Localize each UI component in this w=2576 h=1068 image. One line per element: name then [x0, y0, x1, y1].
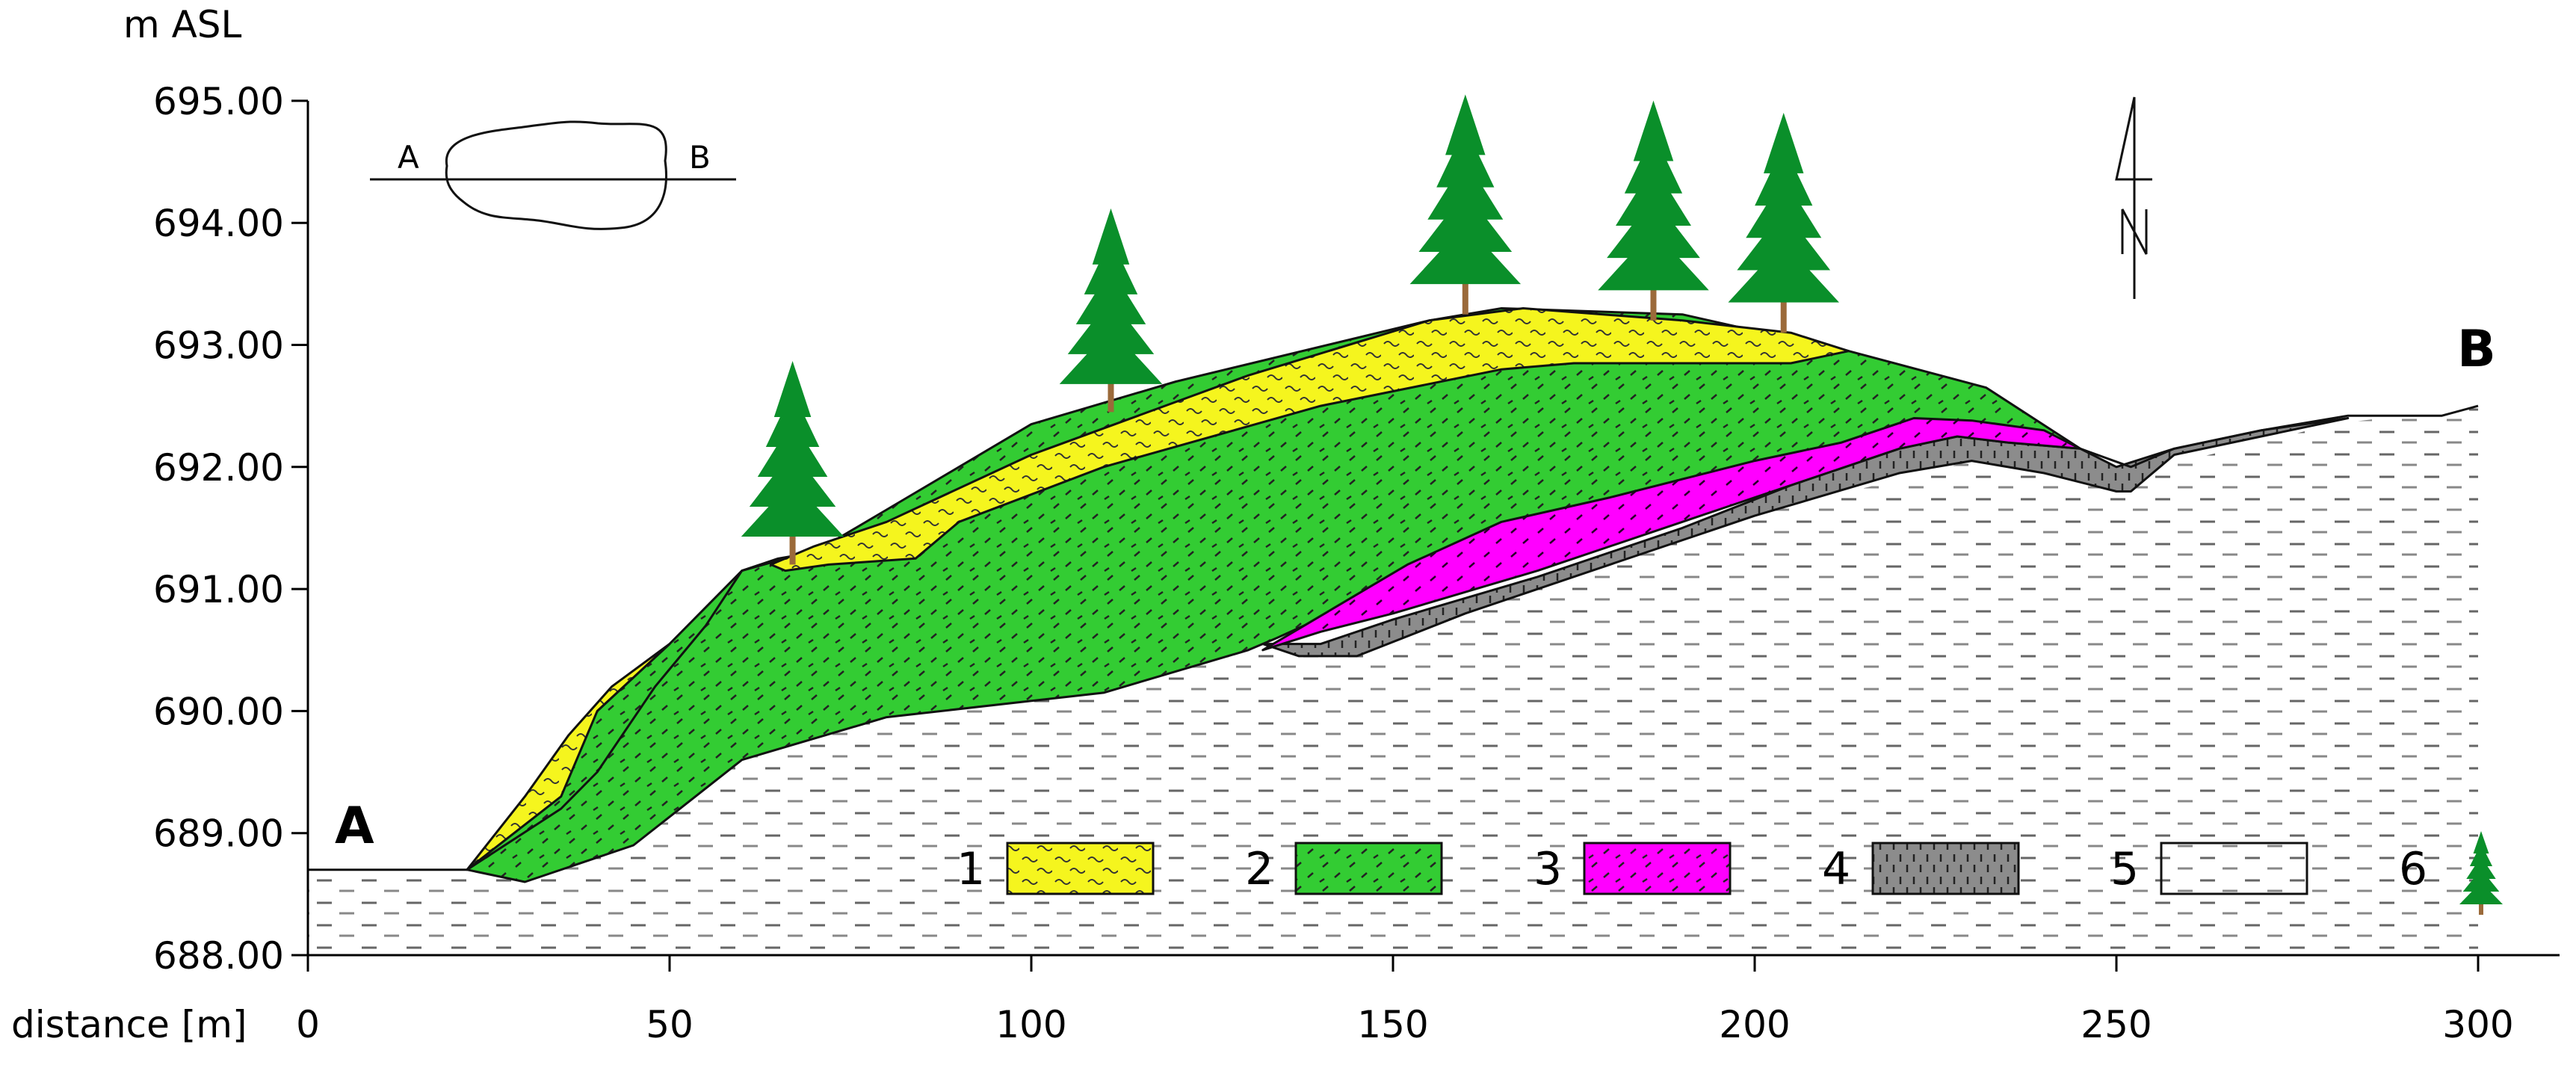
legend-number: 1	[957, 843, 985, 895]
x-tick-label: 300	[2442, 1003, 2513, 1046]
tree-icon	[1409, 94, 1522, 315]
profile-start-label: A	[335, 797, 374, 856]
legend-item-5: 5	[2110, 842, 2308, 895]
y-tick-label: 691.00	[153, 568, 284, 611]
legend: 1 2 3 4 5 6	[957, 831, 2503, 915]
legend-item-3: 3	[1533, 842, 1732, 895]
legend-number: 5	[2110, 843, 2139, 895]
y-tick-label: 692.00	[153, 446, 284, 490]
tree-icon	[1598, 100, 1709, 321]
axes-group: 695.00 694.00 693.00 692.00 691.00 690.00 689.…	[153, 80, 2560, 1046]
x-tick-label: 50	[646, 1003, 694, 1046]
x-tick-label: 150	[1357, 1003, 1428, 1046]
x-axis-title: distance [m]	[11, 1003, 247, 1046]
profile-end-label: B	[2457, 320, 2496, 379]
tree-icon	[1728, 112, 1839, 333]
north-arrow-icon	[2115, 96, 2152, 299]
legend-number: 3	[1533, 843, 1562, 895]
legend-item-1: 1	[957, 842, 1155, 895]
legend-swatch-pattern	[1583, 842, 1732, 895]
bedrock-layer	[308, 406, 2478, 955]
legend-number: 4	[1822, 843, 1850, 895]
x-tick-label: 200	[1719, 1003, 1790, 1046]
legend-item-2: 2	[1245, 842, 1443, 895]
y-tick-label: 690.00	[153, 690, 284, 733]
y-tick-label: 694.00	[153, 202, 284, 245]
y-tick-label: 688.00	[153, 934, 284, 978]
x-tick-label: 250	[2081, 1003, 2152, 1046]
y-axis-unit: m ASL	[123, 3, 242, 46]
legend-number: 6	[2399, 843, 2427, 895]
tree-icon	[1059, 208, 1163, 413]
layer-1-pattern	[770, 307, 1850, 572]
y-tick-label: 693.00	[153, 324, 284, 368]
lake-outline	[445, 120, 667, 230]
layer-1-pattern	[466, 643, 671, 871]
layer-4-pattern	[1261, 417, 2350, 658]
legend-item-4: 4	[1822, 842, 2020, 895]
legend-number: 2	[1245, 843, 1273, 895]
y-tick-label: 695.00	[153, 80, 284, 123]
legend-item-6: 6	[2399, 831, 2503, 915]
layer-boundary	[466, 557, 786, 871]
inset-label-a: A	[398, 139, 419, 176]
soil-layers	[308, 307, 2479, 883]
x-tick-label: 100	[995, 1003, 1066, 1046]
bedrock-fill	[308, 406, 2478, 955]
legend-swatch-pattern	[1006, 842, 1155, 895]
x-tick-label: 0	[296, 1003, 320, 1046]
y-tick-label: 689.00	[153, 812, 284, 856]
legend-swatch-pattern	[1871, 842, 2020, 895]
layer-3-pattern	[1261, 417, 2082, 652]
tree-icon	[741, 360, 844, 565]
trees-group	[741, 94, 1839, 565]
legend-swatch-pattern	[1294, 842, 1443, 895]
legend-swatch-pattern	[2160, 842, 2308, 895]
tree-icon	[2479, 901, 2483, 915]
inset-label-b: B	[689, 139, 711, 176]
ground-surface-right	[2080, 404, 2479, 469]
